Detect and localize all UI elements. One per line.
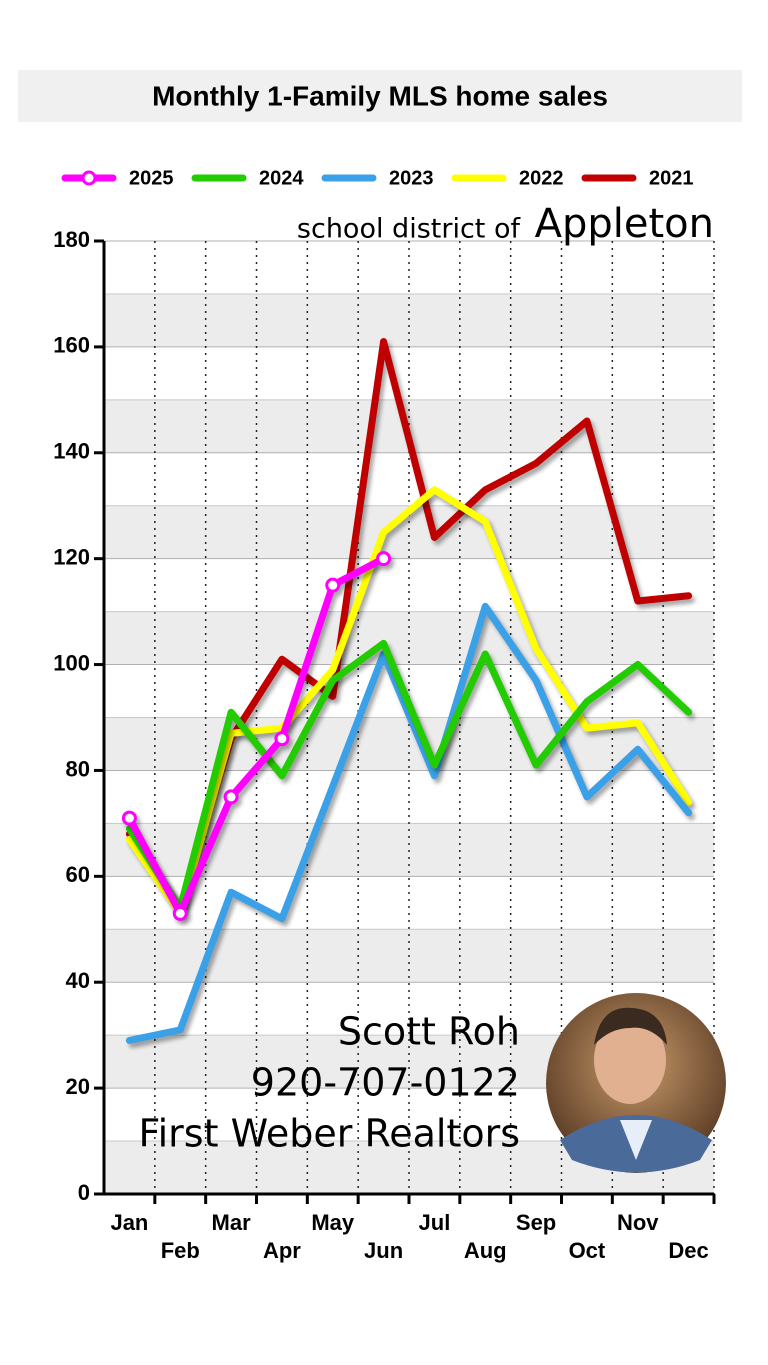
- series: [125, 639, 693, 912]
- y-tick-label: 0: [78, 1180, 90, 1205]
- x-tick-label: Jul: [419, 1210, 451, 1235]
- series-line: [125, 486, 693, 917]
- x-tick-label: Dec: [668, 1238, 708, 1263]
- series-line: [125, 602, 693, 1044]
- subtitle-prefix: school district of: [297, 214, 522, 245]
- point-marker: [325, 577, 341, 593]
- contact-company: First Weber Realtors: [139, 1112, 520, 1156]
- x-tick-label: May: [311, 1210, 355, 1235]
- legend-label: 2021: [649, 167, 694, 189]
- series: [125, 486, 693, 917]
- subtitle-place: Appleton: [535, 201, 714, 247]
- legend-marker: [81, 170, 97, 186]
- series: [125, 602, 693, 1044]
- x-tick-label: Nov: [617, 1210, 659, 1235]
- contact-phone: 920-707-0122: [251, 1061, 520, 1105]
- y-tick-label: 140: [53, 439, 90, 464]
- y-tick-label: 20: [66, 1074, 90, 1099]
- contact-name: Scott Roh: [338, 1010, 520, 1054]
- x-tick-label: Feb: [161, 1238, 200, 1263]
- x-tick-label: Oct: [569, 1238, 606, 1263]
- y-tick-label: 100: [53, 650, 90, 675]
- x-tick-label: Apr: [263, 1238, 301, 1263]
- x-tick-label: Jan: [110, 1210, 148, 1235]
- chart-title: Monthly 1-Family MLS home sales: [152, 80, 608, 111]
- y-tick-label: 40: [66, 968, 90, 993]
- x-tick-label: Aug: [464, 1238, 507, 1263]
- y-tick-label: 60: [66, 862, 90, 887]
- y-tick-label: 120: [53, 544, 90, 569]
- contact: Scott Roh 920-707-0122 First Weber Realt…: [139, 1010, 520, 1156]
- title-bar: [18, 70, 742, 122]
- point-marker: [172, 905, 188, 921]
- y-tick-label: 160: [53, 333, 90, 358]
- x-tick-label: Jun: [364, 1238, 403, 1263]
- series: [121, 551, 392, 921]
- y-tick-label: 80: [66, 756, 90, 781]
- agent-photo: [546, 993, 726, 1173]
- legend-label: 2024: [259, 167, 304, 189]
- series-line: [125, 639, 693, 912]
- point-marker: [274, 731, 290, 747]
- x-tick-label: Sep: [516, 1210, 556, 1235]
- series-line: [125, 555, 388, 917]
- grid-band: [104, 293, 714, 347]
- legend-label: 2025: [129, 167, 174, 189]
- y-tick-label: 180: [53, 227, 90, 252]
- point-marker: [121, 810, 137, 826]
- legend-label: 2022: [519, 167, 564, 189]
- point-marker: [376, 551, 392, 567]
- legend-label: 2023: [389, 167, 434, 189]
- x-tick-label: Mar: [212, 1210, 252, 1235]
- point-marker: [223, 789, 239, 805]
